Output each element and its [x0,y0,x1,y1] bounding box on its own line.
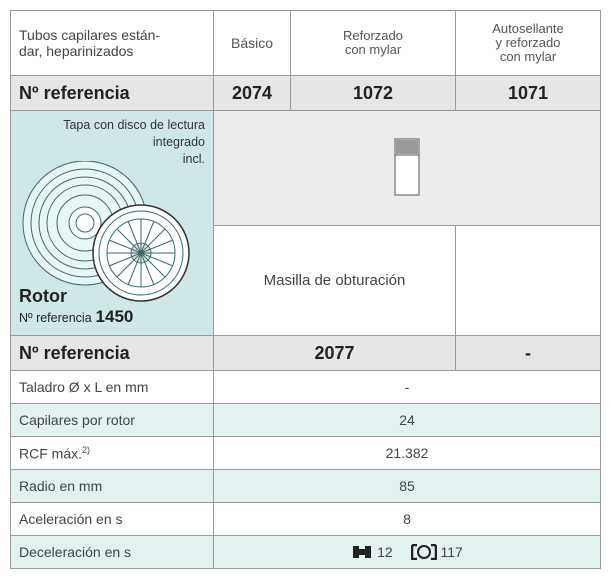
header-row: Tubos capilares están-dar, heparinizados… [10,10,601,76]
rotor-cell: Tapa con disco de lectura integrado incl… [10,110,214,336]
text: Tapa con disco de lectura [63,118,205,132]
row-value: 21.382 [213,436,601,470]
row-label: RCF máx. [19,445,82,462]
value: 12 [377,544,393,560]
text: Tubos capilares están- [19,27,161,43]
ref-row: Nº referencia 2074 1072 1071 [10,75,601,111]
ref-cell: 2077 [213,335,456,371]
ref-cell: 1072 [290,75,456,111]
header-cell: Básico [213,10,291,76]
row-label: Capilares por rotor [10,403,214,437]
text: incl. [182,152,205,166]
text: integrado [152,135,205,149]
row-value: 24 [213,403,601,437]
text: Autosellante [492,21,564,36]
spec-table: Tubos capilares están-dar, heparinizados… [10,10,601,569]
ref-cell: 1071 [455,75,601,111]
text: y reforzado [495,35,561,50]
image-row: Tapa con disco de lectura integrado incl… [10,110,601,336]
ref-cell: 2074 [213,75,291,111]
row-label: Deceleración en s [10,535,214,569]
row-label: Taladro Ø x L en mm [10,370,214,404]
sealant-row: Masilla de obturación [11,225,601,336]
row-label: Aceleración en s [10,502,214,536]
row-value: 85 [213,469,601,503]
row-label-cell: RCF máx.2) [10,436,214,470]
data-row: Taladro Ø x L en mm - [10,370,601,404]
value: 117 [440,544,463,560]
data-row: Capilares por rotor 24 [10,403,601,437]
ref-label: Nº referencia [10,335,214,371]
brake-icon [353,546,372,558]
row-value: 12 117 [213,535,601,569]
ref-row: Nº referencia 2077 - [10,335,601,371]
text: Básico [230,35,274,51]
row-label: Radio en mm [10,469,214,503]
row-value: - [213,370,601,404]
header-cell: Autosellante y reforzado con mylar [455,10,601,76]
row-value: 8 [213,502,601,536]
empty-cell [455,225,601,336]
text: dar, heparinizados [19,43,134,59]
rotor-note: Tapa con disco de lectura integrado incl… [63,117,205,168]
rotor-label: Rotor Nº referencia 1450 [19,286,133,327]
rotor-illustration [22,161,190,302]
rotor-title: Rotor [19,286,67,306]
capillary-icon [394,138,420,195]
data-row: Deceleración en s 12 117 [10,535,601,569]
data-row: RCF máx.2) 21.382 [10,436,601,470]
footnote: 2) [82,444,91,455]
rotor-ref-label: Nº referencia [19,311,92,325]
header-cell: Reforzado con mylar [290,10,456,76]
soft-brake-icon [410,543,437,561]
capillary-cell [213,110,601,226]
ref-label: Nº referencia [10,75,214,111]
text: con mylar [499,49,557,64]
text: con mylar [344,42,402,57]
sealant-cell: Masilla de obturación [213,225,456,336]
text: Reforzado [343,28,403,43]
header-cell: Tubos capilares están-dar, heparinizados [10,10,214,76]
rotor-ref: 1450 [95,307,134,326]
ref-cell: - [455,335,601,371]
data-row: Radio en mm 85 [10,469,601,503]
